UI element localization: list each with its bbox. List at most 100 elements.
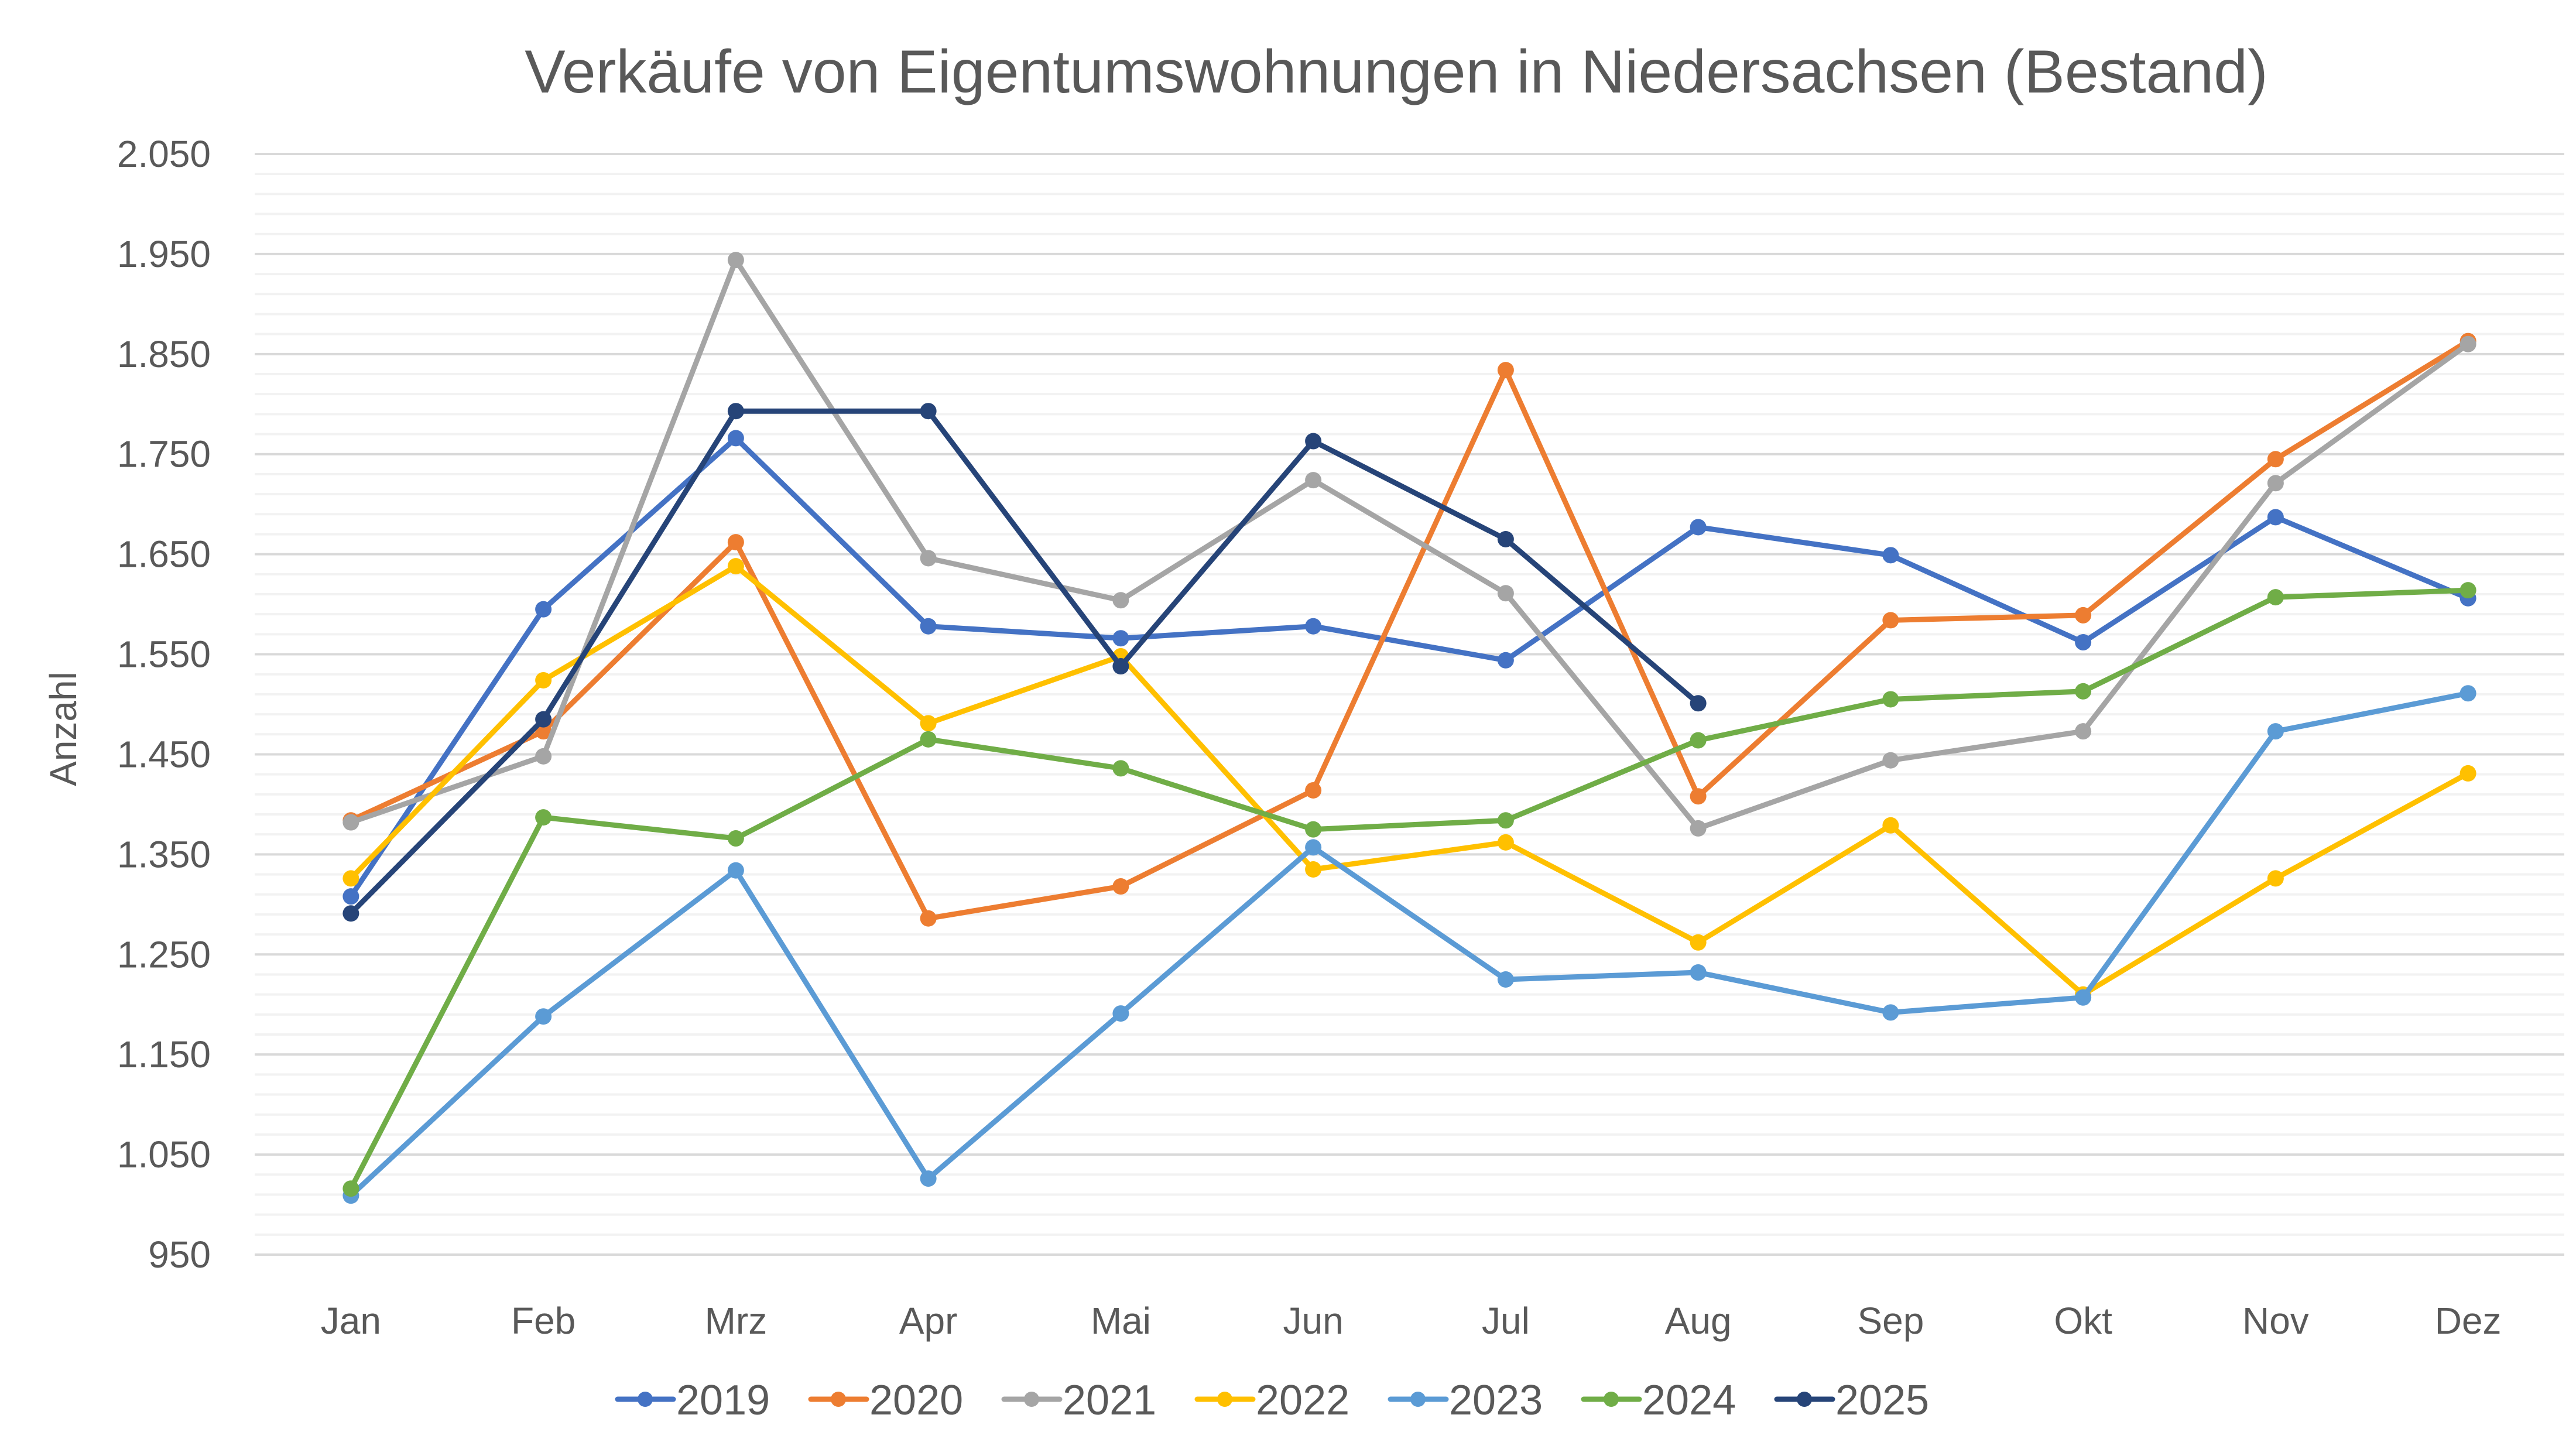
data-point — [1882, 752, 1899, 769]
data-point — [1112, 658, 1129, 675]
data-point — [727, 558, 744, 575]
data-point — [920, 550, 937, 567]
data-point — [2075, 683, 2092, 700]
data-point — [920, 731, 937, 748]
data-point — [2267, 723, 2284, 740]
legend-marker-icon — [1024, 1392, 1039, 1407]
x-tick-label: Feb — [511, 1300, 576, 1342]
legend-marker-icon — [638, 1392, 653, 1407]
data-point — [535, 723, 552, 740]
data-point — [727, 534, 744, 551]
data-point — [1882, 612, 1899, 629]
x-tick-label: Dez — [2435, 1300, 2502, 1342]
y-tick-label: 2.050 — [117, 133, 211, 175]
data-point — [342, 870, 359, 887]
chart-title: Verkäufe von Eigentumswohnungen in Niede… — [525, 38, 2267, 106]
data-point — [1690, 964, 1707, 981]
legend-marker-icon — [1604, 1392, 1619, 1407]
data-point — [1112, 592, 1129, 609]
data-point — [2459, 582, 2476, 599]
series-2020 — [342, 333, 2476, 927]
legend-label: 2021 — [1063, 1377, 1156, 1424]
x-tick-label: Apr — [899, 1300, 958, 1342]
x-axis-ticks: Jan Feb Mrz Apr Mai Jun Jul Aug Sep Okt Nov Dez — [321, 1300, 2502, 1342]
data-point — [2267, 509, 2284, 526]
legend-item-2022: 2022 — [1194, 1377, 1349, 1424]
data-point — [727, 403, 744, 420]
data-point — [1690, 788, 1707, 805]
data-point — [1305, 821, 1322, 838]
legend-marker-icon — [1797, 1392, 1812, 1407]
data-point — [1690, 934, 1707, 951]
data-point — [342, 814, 359, 831]
series-2024 — [342, 582, 2476, 1197]
y-tick-label: 1.250 — [117, 933, 211, 975]
legend-label: 2019 — [676, 1377, 770, 1424]
data-point — [1497, 971, 1514, 988]
x-tick-label: Mrz — [705, 1300, 768, 1342]
x-tick-label: Okt — [2054, 1300, 2112, 1342]
data-point — [727, 252, 744, 269]
data-point — [1305, 433, 1322, 450]
series-2023 — [342, 685, 2476, 1204]
x-tick-label: Mai — [1091, 1300, 1151, 1342]
y-tick-label: 1.350 — [117, 833, 211, 875]
data-point — [1882, 1004, 1899, 1021]
data-point — [342, 888, 359, 905]
data-point — [1497, 531, 1514, 547]
data-point — [920, 910, 937, 927]
data-point — [1112, 630, 1129, 647]
legend-label: 2020 — [869, 1377, 963, 1424]
x-tick-label: Nov — [2242, 1300, 2309, 1342]
x-tick-label: Sep — [1857, 1300, 1924, 1342]
series-line-2020 — [348, 338, 2471, 922]
data-point — [1497, 585, 1514, 602]
data-point — [1305, 861, 1322, 878]
data-point — [920, 618, 937, 635]
data-point — [2075, 989, 2092, 1006]
x-tick-label: Jun — [1283, 1300, 1344, 1342]
series-2022 — [342, 558, 2476, 1003]
data-point — [2267, 589, 2284, 606]
data-point — [342, 905, 359, 922]
data-point — [535, 1008, 552, 1025]
legend-item-2025: 2025 — [1774, 1377, 1929, 1424]
data-point — [1497, 812, 1514, 829]
legend-marker-icon — [831, 1392, 846, 1407]
y-tick-label: 1.050 — [117, 1133, 211, 1176]
data-point — [1112, 760, 1129, 777]
y-tick-label: 1.950 — [117, 233, 211, 275]
y-tick-label: 1.450 — [117, 733, 211, 775]
legend-label: 2025 — [1835, 1377, 1929, 1424]
series-group — [342, 252, 2476, 1204]
y-tick-label: 1.750 — [117, 433, 211, 475]
data-point — [2267, 451, 2284, 468]
data-point — [1112, 878, 1129, 895]
series-line-2023 — [348, 690, 2471, 1198]
data-point — [1305, 782, 1322, 799]
y-tick-label: 1.650 — [117, 533, 211, 576]
x-tick-label: Aug — [1665, 1300, 1732, 1342]
data-point — [2075, 634, 2092, 651]
data-point — [1690, 519, 1707, 536]
gridlines — [255, 153, 2564, 1256]
legend-item-2024: 2024 — [1581, 1377, 1736, 1424]
data-point — [2267, 475, 2284, 492]
data-point — [1305, 472, 1322, 489]
data-point — [535, 809, 552, 826]
series-line-2022 — [348, 563, 2471, 998]
legend-item-2020: 2020 — [808, 1377, 963, 1424]
y-tick-label: 1.550 — [117, 633, 211, 676]
data-point — [1497, 362, 1514, 379]
data-point — [2267, 870, 2284, 887]
x-tick-label: Jan — [321, 1300, 381, 1342]
y-tick-label: 950 — [148, 1234, 211, 1276]
data-point — [1882, 547, 1899, 564]
series-line-2019 — [348, 435, 2471, 899]
legend-item-2019: 2019 — [615, 1377, 770, 1424]
y-axis-label: Anzahl — [42, 672, 84, 786]
data-point — [1305, 618, 1322, 635]
legend-label: 2022 — [1256, 1377, 1349, 1424]
data-point — [2459, 335, 2476, 352]
